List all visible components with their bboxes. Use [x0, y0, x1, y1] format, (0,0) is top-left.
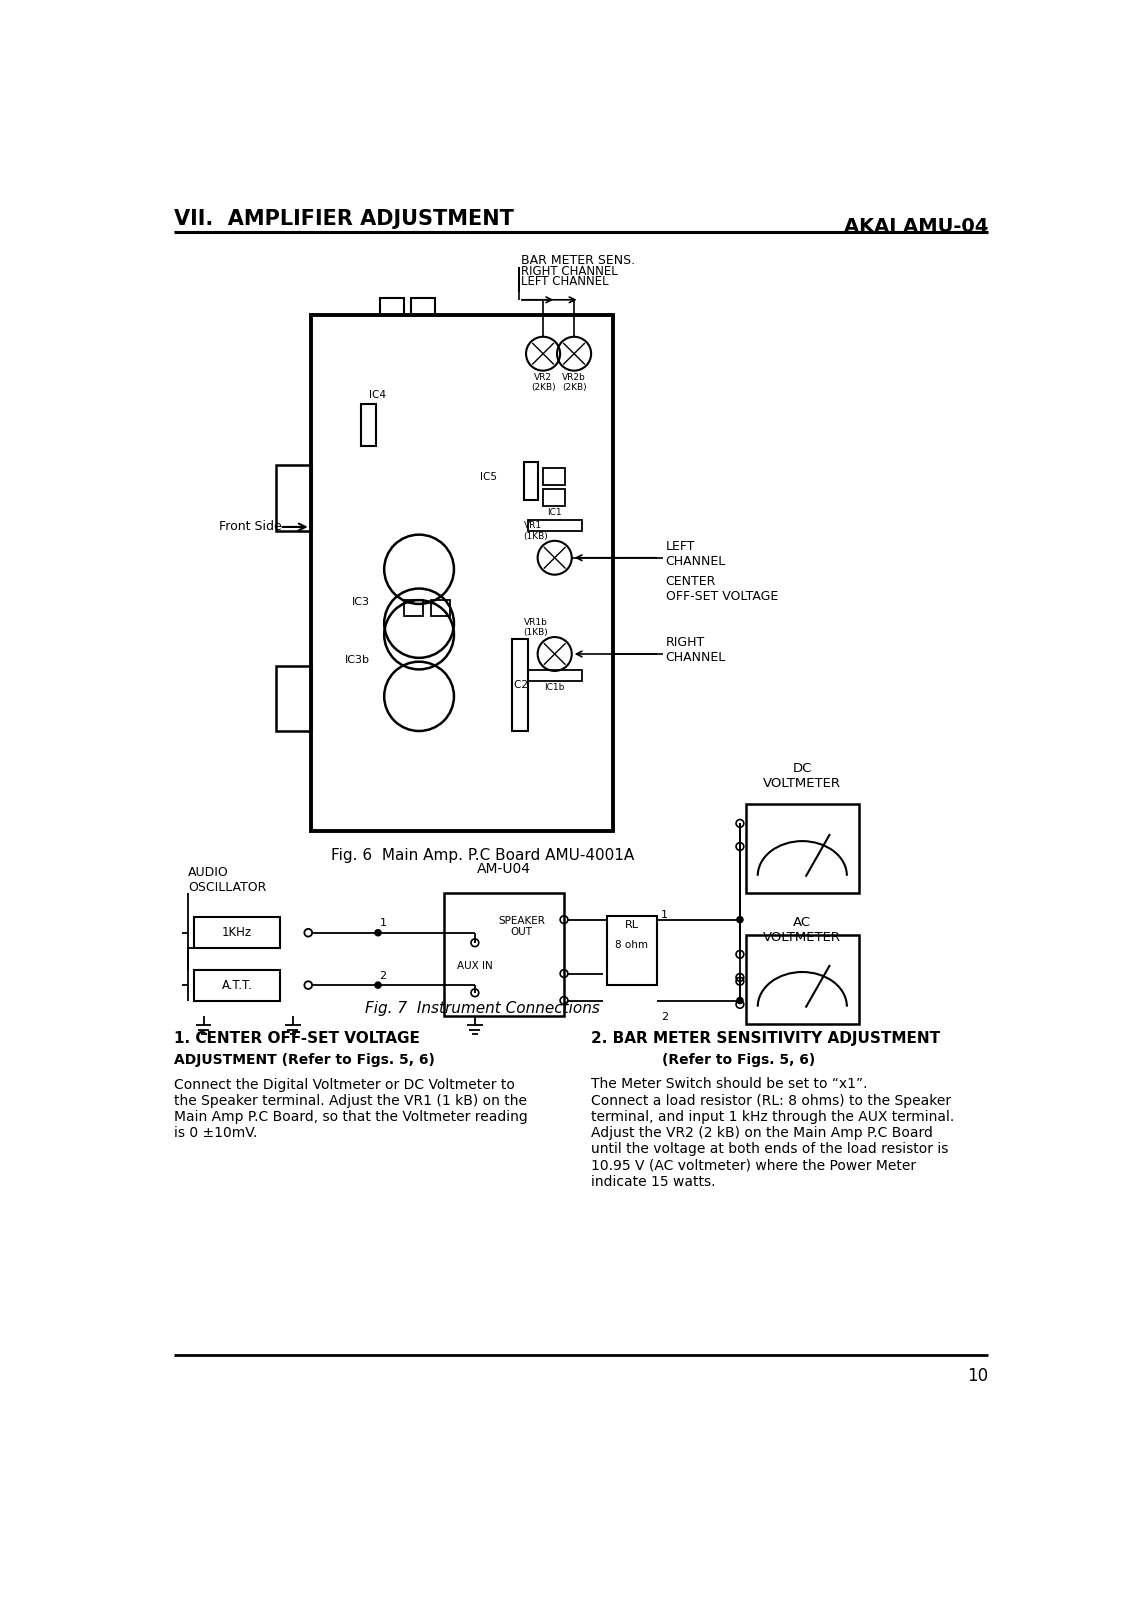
Text: IC1: IC1	[547, 507, 562, 517]
Bar	[381, 298, 403, 315]
Text: IC5: IC5	[479, 472, 496, 482]
Text: CENTER
OFF-SET VOLTAGE: CENTER OFF-SET VOLTAGE	[665, 574, 777, 603]
Text: VII.  AMPLIFIER ADJUSTMENT: VII. AMPLIFIER ADJUSTMENT	[174, 210, 514, 229]
Bar	[310, 315, 613, 830]
Text: IC4: IC4	[368, 390, 385, 400]
Text: DC
VOLTMETER: DC VOLTMETER	[764, 762, 842, 790]
Circle shape	[375, 982, 381, 989]
Text: 10: 10	[966, 1366, 988, 1386]
Bar	[747, 805, 859, 893]
Bar	[411, 298, 435, 315]
Text: VR1b
(1KB): VR1b (1KB)	[523, 618, 548, 637]
Text: 2. BAR METER SENSITIVITY ADJUSTMENT: 2. BAR METER SENSITIVITY ADJUSTMENT	[591, 1032, 940, 1046]
Text: AUX IN: AUX IN	[457, 962, 493, 971]
Text: 1. CENTER OFF-SET VOLTAGE: 1. CENTER OFF-SET VOLTAGE	[174, 1032, 420, 1046]
Bar	[444, 893, 564, 1016]
Text: IC3: IC3	[352, 597, 370, 606]
Circle shape	[375, 930, 381, 936]
Text: (Refer to Figs. 5, 6): (Refer to Figs. 5, 6)	[662, 1053, 815, 1067]
Text: Connect the Digital Voltmeter or DC Voltmeter to
the Speaker terminal. Adjust th: Connect the Digital Voltmeter or DC Volt…	[174, 1077, 528, 1141]
Text: A.T.T.: A.T.T.	[222, 979, 253, 992]
Bar	[528, 670, 582, 682]
Bar	[431, 600, 450, 616]
Text: RIGHT
CHANNEL: RIGHT CHANNEL	[665, 637, 726, 664]
Text: IC1b: IC1b	[545, 683, 565, 693]
Text: IC2: IC2	[511, 680, 528, 690]
Circle shape	[736, 917, 743, 923]
Text: AM-U04: AM-U04	[477, 862, 531, 875]
Bar	[195, 970, 280, 1000]
Text: LEFT
CHANNEL: LEFT CHANNEL	[665, 539, 726, 568]
Text: VR2
(2KB): VR2 (2KB)	[530, 373, 555, 392]
Text: RL: RL	[624, 920, 639, 930]
Bar	[528, 520, 582, 531]
Text: LEFT CHANNEL: LEFT CHANNEL	[521, 275, 610, 288]
Text: 1: 1	[661, 910, 667, 920]
Bar	[275, 466, 310, 531]
Text: AUDIO
OSCILLATOR: AUDIO OSCILLATOR	[188, 866, 266, 894]
Text: SPEAKER
OUT: SPEAKER OUT	[497, 915, 545, 938]
Text: The Meter Switch should be set to “x1”.
Connect a load resistor (RL: 8 ohms) to : The Meter Switch should be set to “x1”. …	[591, 1077, 954, 1189]
Text: AKAI AMU-04: AKAI AMU-04	[844, 218, 988, 237]
Text: 1KHz: 1KHz	[222, 926, 252, 939]
Bar	[512, 638, 528, 731]
Text: 2: 2	[380, 971, 386, 981]
Text: Fig. 7  Instrument Connections: Fig. 7 Instrument Connections	[365, 1000, 600, 1016]
Bar	[195, 917, 280, 949]
Text: 8 ohm: 8 ohm	[615, 941, 648, 950]
Circle shape	[736, 997, 743, 1003]
Bar	[275, 666, 310, 731]
Text: VR1
(1KB): VR1 (1KB)	[523, 522, 548, 541]
Bar	[523, 461, 538, 499]
Text: ADJUSTMENT (Refer to Figs. 5, 6): ADJUSTMENT (Refer to Figs. 5, 6)	[174, 1053, 435, 1067]
Bar	[606, 915, 657, 986]
Text: VR2b
(2KB): VR2b (2KB)	[562, 373, 587, 392]
Bar	[747, 934, 859, 1024]
Text: AC
VOLTMETER: AC VOLTMETER	[764, 915, 842, 944]
Bar	[543, 467, 564, 485]
Text: RIGHT CHANNEL: RIGHT CHANNEL	[521, 266, 619, 278]
Text: 2: 2	[661, 1013, 668, 1022]
Text: 1: 1	[380, 918, 386, 928]
Bar	[543, 490, 564, 506]
Bar	[361, 403, 376, 446]
Text: BAR METER SENS.: BAR METER SENS.	[521, 253, 636, 267]
Bar	[403, 600, 423, 616]
Text: Front Side: Front Side	[219, 520, 282, 533]
Text: IC3b: IC3b	[344, 654, 369, 664]
Text: Fig. 6  Main Amp. P.C Board AMU-4001A: Fig. 6 Main Amp. P.C Board AMU-4001A	[331, 848, 634, 862]
